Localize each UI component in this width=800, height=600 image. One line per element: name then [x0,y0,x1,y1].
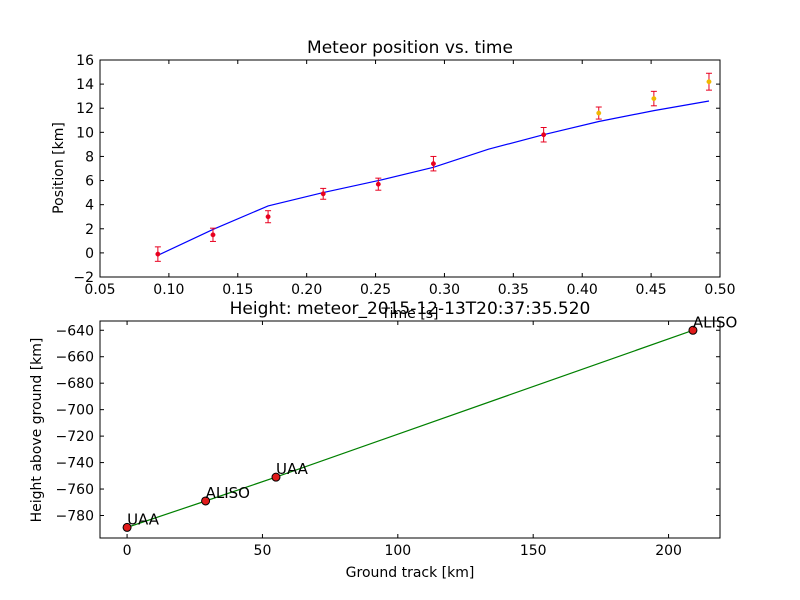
y-tick-label: −780 [56,509,94,525]
data-point [155,251,161,257]
position-chart-plot-area: 0.05 0.10 0.15 0.20 0.25 0.30 0.35 0.40 0.45 0.50… [73,53,735,298]
position-chart-frame [99,59,721,278]
data-point [265,214,271,220]
y-tick-label: −2 [73,270,94,286]
station-marker [122,522,132,532]
x-tick-label: 0.45 [636,282,667,298]
x-tick-label: 0.10 [153,282,184,298]
position-chart-title: Meteor position vs. time [307,38,513,58]
height-chart: Height: meteor_2015-12-13T20:37:35.520 G… [29,299,737,581]
y-tick-label: 16 [76,53,94,69]
station-label: ALISO [206,484,250,502]
station-label: ALISO [693,313,737,331]
height-chart-ylabel: Height above ground [km] [29,338,45,523]
position-chart-xlabel: Time [s] [381,306,439,322]
x-tick-label: 50 [254,543,272,559]
x-tick-label: 0 [123,543,132,559]
x-tick-label: 0.30 [429,282,460,298]
x-tick-label: 0.15 [222,282,253,298]
data-point [320,191,326,197]
x-tick-label: 0.50 [704,282,735,298]
position-chart: Meteor position vs. time Time [s] Positi… [51,38,736,322]
x-tick-label: 0.35 [498,282,529,298]
x-tick-label: 0.05 [84,282,115,298]
x-tick-label: 0.40 [567,282,598,298]
station-marker [688,325,698,335]
y-tick-label: −640 [56,323,94,339]
station-marker [201,496,211,506]
data-point [706,79,712,85]
y-tick-label: 8 [85,149,94,165]
x-tick-label: 150 [520,543,547,559]
height-chart-frame [99,320,721,539]
data-point [375,181,381,187]
data-point [210,232,216,238]
y-tick-label: −720 [56,429,94,445]
track-line [126,329,694,528]
y-tick-label: 10 [76,125,94,141]
y-tick-label: 4 [85,198,94,214]
y-tick-label: 2 [85,222,94,238]
height-chart-plot-area: 0 50 100 150 200 −780 −760 −740 −720 −700 −680 −660… [56,313,738,559]
y-tick-label: 6 [85,174,94,190]
y-tick-label: −740 [56,456,94,472]
x-tick-label: 200 [655,543,682,559]
y-tick-label: 0 [85,246,94,262]
y-tick-label: 12 [76,101,94,117]
y-tick-label: 14 [76,77,94,93]
station-marker [271,472,281,482]
station-label: UAA [127,510,160,528]
y-tick-label: −680 [56,376,94,392]
y-tick-label: −700 [56,403,94,419]
y-tick-label: −660 [56,350,94,366]
position-chart-ylabel: Position [km] [51,122,67,214]
x-tick-label: 100 [384,543,411,559]
height-chart-xlabel: Ground track [km] [346,565,475,581]
height-chart-title: Height: meteor_2015-12-13T20:37:35.520 [230,299,591,319]
x-tick-label: 0.25 [360,282,391,298]
data-point [651,96,657,102]
data-point [430,161,436,167]
data-point [541,132,547,138]
y-tick-label: −760 [56,482,94,498]
station-label: UAA [276,460,309,478]
data-point [596,110,602,116]
x-tick-label: 0.20 [291,282,322,298]
